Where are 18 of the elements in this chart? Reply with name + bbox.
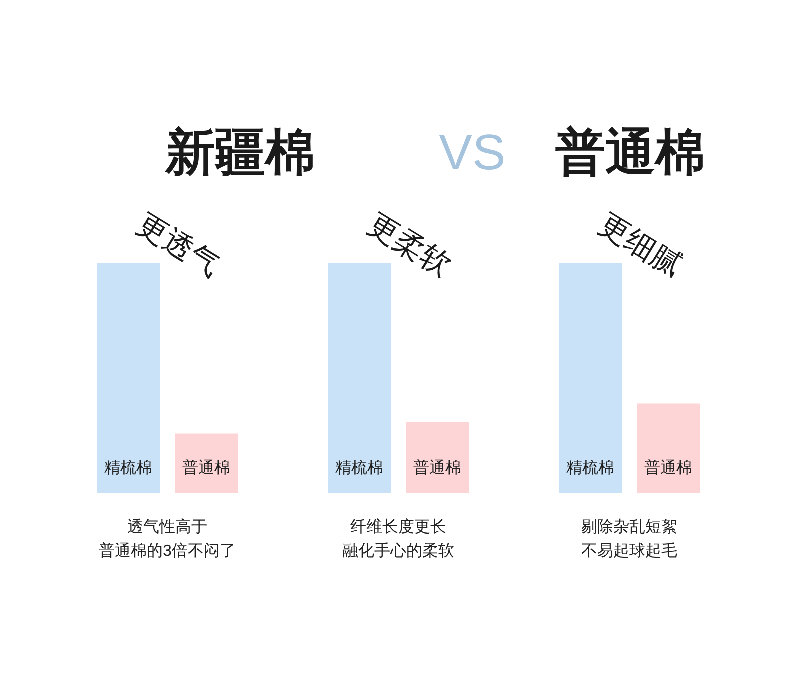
x-tick-label: 普通棉 <box>414 459 462 477</box>
chart-title: 更柔软 <box>362 208 456 284</box>
text: 透气性高于 <box>128 518 208 536</box>
x-tick-label: 精梳棉 <box>336 459 384 477</box>
x-tick-label: 精梳棉 <box>566 459 614 477</box>
x-tick-label: 普通棉 <box>182 459 230 477</box>
text: 纤维长度更长 <box>350 518 446 536</box>
text: 新疆棉 <box>164 124 316 180</box>
x-tick-label: 普通棉 <box>644 459 692 477</box>
text: 普通棉的3倍不闷了 <box>99 542 236 560</box>
text: 不易起球起毛 <box>582 542 678 560</box>
text: 普通棉 <box>556 124 706 180</box>
chart-title: 更透气 <box>132 208 226 284</box>
chart-title: 更细腻 <box>594 208 688 284</box>
text: 剔除杂乱短絮 <box>582 518 678 536</box>
text: VS <box>439 124 506 180</box>
x-tick-label: 精梳棉 <box>104 459 152 477</box>
text: 融化手心的柔软 <box>342 542 454 560</box>
